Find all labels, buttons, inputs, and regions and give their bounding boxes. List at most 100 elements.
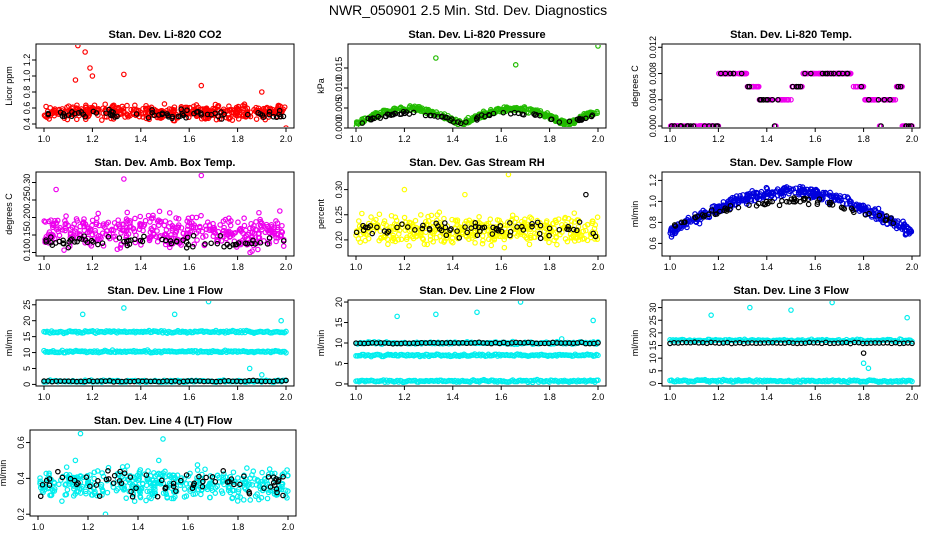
y-tick-label: 20 <box>22 316 32 326</box>
data-point <box>221 224 227 231</box>
data-point <box>227 233 234 240</box>
data-point <box>543 235 549 242</box>
data-point <box>672 223 679 229</box>
data-point <box>370 112 376 119</box>
data-point <box>831 197 838 203</box>
data-point <box>99 470 105 476</box>
data-point <box>198 82 205 89</box>
data-point <box>374 222 381 228</box>
data-point <box>190 232 197 239</box>
data-point <box>685 123 691 127</box>
data-point <box>479 233 486 239</box>
data-point <box>195 228 202 234</box>
data-point <box>82 239 88 246</box>
data-point <box>258 372 265 378</box>
data-point <box>273 238 279 245</box>
data-point <box>522 105 528 112</box>
data-point <box>669 227 676 233</box>
data-point <box>419 108 425 114</box>
data-point <box>48 234 54 240</box>
data-point <box>403 236 410 243</box>
data-point <box>100 243 107 249</box>
data-point <box>279 481 285 488</box>
data-point <box>449 239 456 246</box>
data-point <box>760 96 767 103</box>
data-point <box>252 241 258 247</box>
data-point <box>284 495 290 501</box>
data-point <box>794 83 800 90</box>
y-tick-label: 0 <box>22 382 32 387</box>
data-point <box>100 473 107 480</box>
data-point <box>124 102 130 109</box>
data-point <box>563 119 570 125</box>
data-point <box>258 89 265 95</box>
x-tick-label: 1.4 <box>447 134 460 144</box>
data-point <box>534 219 541 226</box>
data-point <box>136 473 142 480</box>
data-point <box>496 217 503 224</box>
data-point <box>723 208 730 214</box>
data-point <box>472 240 478 246</box>
data-point <box>753 83 759 90</box>
scatter-points <box>353 173 601 251</box>
y-tick-label: 0.30 <box>334 181 344 199</box>
data-point <box>862 211 869 218</box>
y-tick-label: 25 <box>22 300 32 310</box>
y-axis-label: ml/min <box>630 330 640 357</box>
data-point <box>62 218 68 224</box>
data-point <box>235 112 241 119</box>
y-tick-label: 10 <box>648 353 658 363</box>
data-point <box>766 191 773 198</box>
data-point <box>390 234 396 241</box>
data-point <box>98 481 105 488</box>
data-point <box>529 220 535 227</box>
data-point <box>168 495 175 502</box>
data-point <box>476 224 482 231</box>
data-point <box>729 194 736 201</box>
data-point <box>681 219 687 225</box>
data-point <box>393 221 400 228</box>
data-point <box>266 111 273 118</box>
data-point <box>430 239 437 245</box>
data-point <box>65 112 72 118</box>
data-point <box>168 240 175 247</box>
data-point <box>165 112 171 119</box>
data-point <box>72 77 79 83</box>
data-point <box>404 224 411 230</box>
plot-frame <box>661 43 921 129</box>
data-point <box>87 65 93 71</box>
data-point <box>388 212 395 219</box>
data-point <box>814 201 821 208</box>
data-point <box>730 70 737 77</box>
data-point <box>99 240 106 246</box>
data-point <box>678 219 685 226</box>
data-point <box>220 227 227 234</box>
data-point <box>154 238 161 245</box>
chart-title: Stan. Dev. Gas Stream RH <box>409 157 545 169</box>
data-point <box>442 220 448 226</box>
data-point <box>162 237 169 244</box>
data-point <box>255 246 261 253</box>
x-tick-label: 1.2 <box>398 392 411 402</box>
data-point <box>214 240 221 247</box>
data-point <box>420 222 426 229</box>
data-point <box>283 125 289 127</box>
data-point <box>72 457 79 464</box>
figure-title: NWR_050901 2.5 Min. Std. Dev. Diagnostic… <box>329 2 607 18</box>
y-tick-label: 0.30 <box>22 174 32 192</box>
data-point <box>371 219 377 225</box>
data-point <box>171 311 178 318</box>
data-point <box>727 70 734 77</box>
data-point <box>385 241 391 248</box>
data-point <box>505 173 512 178</box>
data-point <box>257 486 264 492</box>
data-point <box>764 200 771 207</box>
plot-frame <box>661 171 921 257</box>
data-point <box>181 486 188 492</box>
data-point <box>454 228 460 234</box>
data-point <box>418 212 424 218</box>
y-tick-label: 25 <box>648 315 658 325</box>
data-point <box>124 463 131 469</box>
data-point <box>205 483 212 489</box>
data-point <box>592 233 599 240</box>
